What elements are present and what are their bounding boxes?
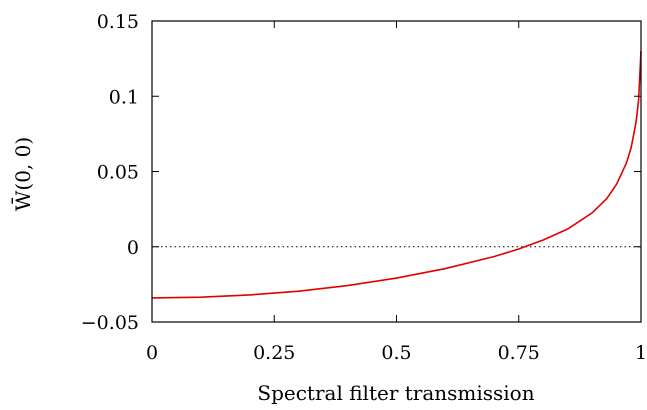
x-axis-label: Spectral filter transmission [257, 381, 534, 405]
x-tick-label: 0 [146, 342, 158, 364]
plot-area: 0 0.25 0.5 0.75 1 −0.05 0 0.05 0.1 0.15 [81, 11, 647, 364]
y-tick-label: −0.05 [81, 312, 139, 334]
x-tick-label: 0.5 [381, 342, 411, 364]
y-tick-label: 0 [127, 237, 139, 259]
x-tick-label: 0.25 [253, 342, 295, 364]
x-tick-label: 1 [635, 342, 647, 364]
y-axis-label: W̄(0, 0) [10, 137, 35, 211]
y-tick-label: 0.05 [97, 162, 139, 184]
plot-frame [151, 20, 642, 323]
series-line-0 [151, 51, 642, 299]
y-tick-label: 0.15 [97, 11, 139, 33]
y-tick-label: 0.1 [109, 86, 139, 108]
x-tick-label: 0.75 [498, 342, 540, 364]
